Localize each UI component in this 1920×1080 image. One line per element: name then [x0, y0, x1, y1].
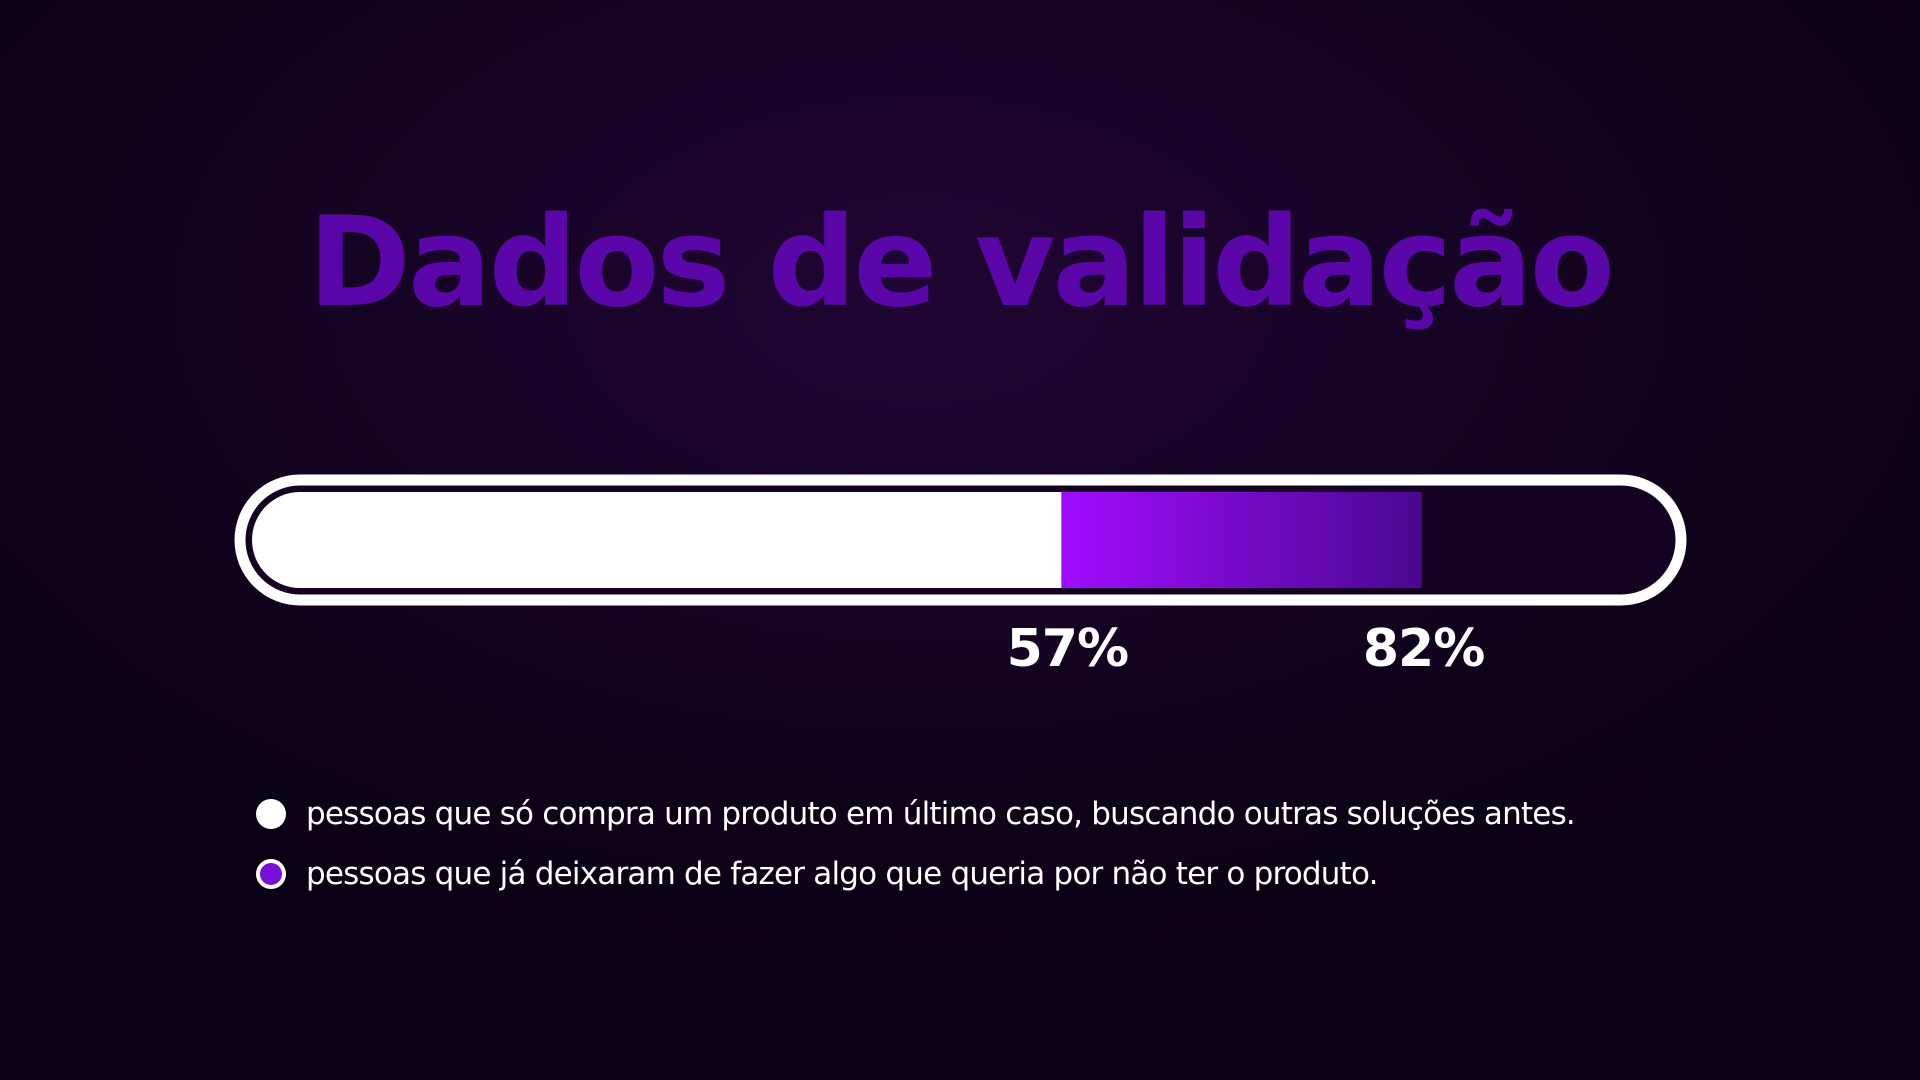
data-label-57: 57%	[1007, 619, 1128, 679]
bar-purple-segment	[1061, 492, 1422, 588]
legend-item-purple: pessoas que já deixaram de fazer algo qu…	[256, 844, 1756, 904]
purple-dot-icon	[256, 859, 286, 889]
white-dot-icon	[256, 799, 286, 829]
slide-title: Dados de validação	[308, 191, 1615, 335]
legend-item-white: pessoas que só compra um produto em últi…	[256, 784, 1756, 844]
legend-text-purple: pessoas que já deixaram de fazer algo qu…	[306, 856, 1378, 892]
legend-text-white: pessoas que só compra um produto em últi…	[306, 796, 1576, 832]
bar-white-segment	[252, 492, 1062, 588]
data-label-82: 82%	[1363, 619, 1484, 679]
legend: pessoas que só compra um produto em últi…	[256, 784, 1756, 904]
